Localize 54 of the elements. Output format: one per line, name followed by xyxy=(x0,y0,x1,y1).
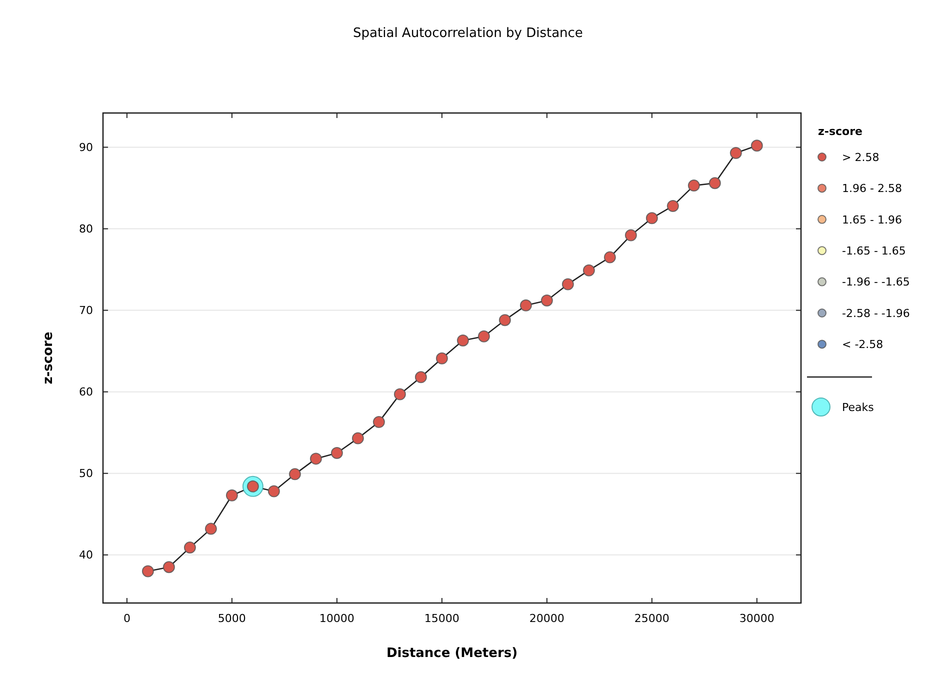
x-tick-label: 25000 xyxy=(634,612,670,625)
x-axis-title: Distance (Meters) xyxy=(386,646,518,661)
x-tick-label: 30000 xyxy=(739,612,774,625)
legend-label: -1.96 - -1.65 xyxy=(842,276,910,289)
legend-label: Peaks xyxy=(842,400,874,414)
point xyxy=(436,352,448,364)
x-tick-label: 0 xyxy=(123,612,130,625)
point xyxy=(520,299,532,312)
point xyxy=(646,212,658,224)
x-tick-label: 20000 xyxy=(529,612,564,625)
y-tick-label: 90 xyxy=(79,141,93,154)
legend-label: -2.58 - -1.96 xyxy=(842,306,910,320)
legend-label: -1.65 - 1.65 xyxy=(842,244,906,258)
point xyxy=(582,264,595,276)
point xyxy=(688,180,700,192)
point xyxy=(414,371,427,384)
y-tick-label: 60 xyxy=(79,386,93,399)
point xyxy=(204,522,217,535)
legend-label: 1.96 - 2.58 xyxy=(842,182,902,196)
point xyxy=(624,229,637,242)
x-tick-label: 15000 xyxy=(424,612,460,625)
point xyxy=(750,140,763,152)
point xyxy=(352,432,364,444)
y-tick-label: 80 xyxy=(79,222,93,236)
point xyxy=(708,177,721,190)
x-tick-label: 10000 xyxy=(319,612,354,625)
point xyxy=(562,278,574,290)
legend-title: z-score xyxy=(818,125,862,138)
point xyxy=(604,251,616,264)
point xyxy=(456,334,469,346)
legend-label: < -2.58 xyxy=(842,338,884,352)
point xyxy=(226,489,238,502)
x-tick-label: 5000 xyxy=(218,612,246,625)
legend-label: 1.65 - 1.96 xyxy=(842,213,902,226)
y-axis-title: z-score xyxy=(41,332,56,384)
point xyxy=(540,294,553,307)
legend-label: > 2.58 xyxy=(842,150,880,164)
point xyxy=(478,330,490,342)
point xyxy=(730,146,742,159)
y-tick-label: 40 xyxy=(79,548,93,562)
point xyxy=(372,416,385,428)
point xyxy=(142,565,154,578)
y-tick-label: 50 xyxy=(79,467,93,480)
y-tick-label: 70 xyxy=(79,304,93,318)
point xyxy=(184,542,196,554)
point xyxy=(162,561,175,574)
point xyxy=(330,446,343,459)
point xyxy=(268,485,280,498)
point xyxy=(310,452,322,465)
point xyxy=(666,200,679,212)
chart-title: Spatial Autocorrelation by Distance xyxy=(353,26,583,41)
point xyxy=(394,388,406,400)
point xyxy=(288,468,301,480)
point xyxy=(498,314,511,326)
